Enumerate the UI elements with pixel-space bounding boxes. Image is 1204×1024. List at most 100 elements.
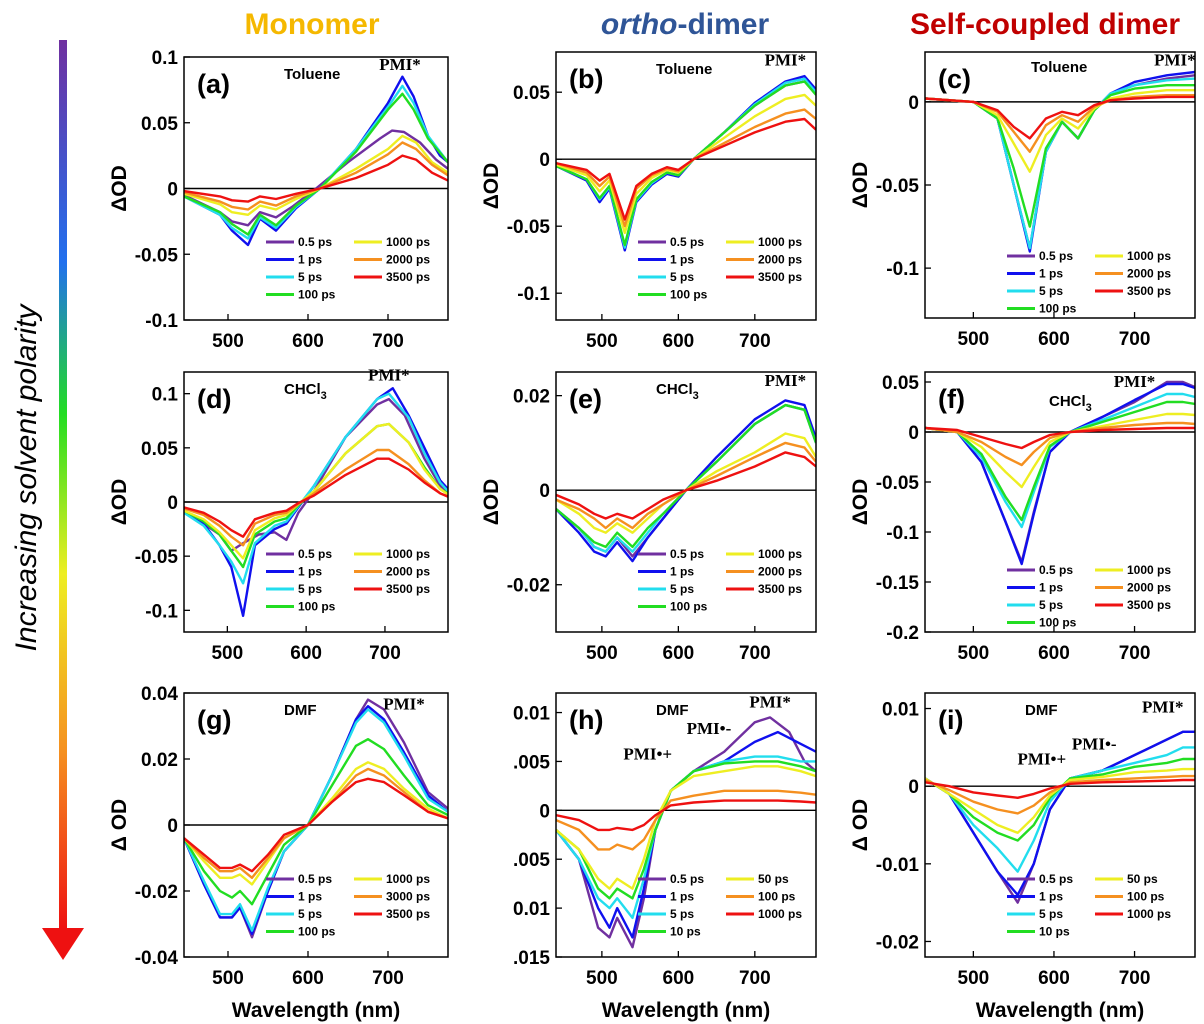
legend-label: 1 ps	[670, 890, 694, 904]
series-line-3500-ps	[925, 95, 1195, 140]
legend-entry: 1 ps	[638, 890, 694, 904]
y-tick-label: 0	[539, 150, 550, 171]
legend-entry: 1000 ps	[354, 547, 430, 561]
x-axis-label: Wavelength (nm)	[976, 999, 1144, 1022]
series-line-100-ps	[556, 80, 816, 247]
legend-entry: 0.5 ps	[1007, 249, 1073, 263]
y-tick-label: 0.05	[513, 83, 550, 104]
legend-entry: 10 ps	[1007, 925, 1070, 939]
legend-entry: 1000 ps	[726, 547, 802, 561]
x-tick-label: 500	[586, 968, 618, 989]
y-axis-label: ΔOD	[108, 479, 131, 526]
series-line-100-ps	[556, 403, 816, 549]
y-tick-label: -0.05	[135, 547, 179, 568]
legend-label: 100 ps	[298, 925, 336, 939]
solvent-label: CHCl3	[284, 381, 327, 402]
legend-label: 1000 ps	[386, 235, 430, 249]
annotation-label: PMI•+	[623, 744, 672, 763]
panel-label: (a)	[197, 69, 230, 99]
annotation-label: PMI*	[383, 695, 425, 714]
series-group	[556, 74, 816, 252]
series-line-100-ps	[184, 92, 448, 236]
panels-layer: -0.1 -0.05 0 0.05 0.1 500 600 700 ΔOD (a) Toluene P…	[108, 48, 1196, 1022]
solvent-label: Toluene	[284, 66, 340, 83]
legend-label: 3500 ps	[386, 907, 430, 921]
x-tick-label: 700	[1119, 968, 1151, 989]
y-tick-label: 0.05	[882, 373, 919, 394]
panel-f: -0.2 -0.15 -0.1 -0.05 0 0.05 500 600 700 ΔOD (f) CH…	[849, 371, 1196, 664]
legend-entry: 5 ps	[1007, 598, 1063, 612]
legend-label: 1000 ps	[1127, 907, 1171, 921]
legend-label: 100 ps	[1039, 302, 1077, 316]
legend-label: 3500 ps	[1127, 598, 1171, 612]
x-axis-label: Wavelength (nm)	[602, 999, 770, 1022]
legend-entry: 1 ps	[266, 890, 322, 904]
annotation-label: PMI•+	[1018, 749, 1067, 768]
series-line-2000-ps	[925, 421, 1195, 467]
panel-i: -0.02 -0.01 0 0.01 500 600 700 Δ OD Wavelength (…	[849, 692, 1196, 1022]
panel-label: (d)	[197, 384, 231, 414]
solvent-label: DMF	[284, 702, 317, 719]
y-tick-label: 0.01	[513, 899, 550, 920]
series-line-1-ps	[925, 70, 1195, 253]
legend-label: 5 ps	[298, 582, 322, 596]
solvent-label: CHCl3	[656, 381, 699, 402]
legend-label: 50 ps	[1127, 872, 1158, 886]
series-line-3500-ps	[184, 457, 448, 538]
series-line-1-ps	[925, 382, 1195, 566]
legend-label: 10 ps	[670, 925, 701, 939]
panel-label: (h)	[569, 705, 603, 735]
y-tick-label: 0.04	[141, 684, 178, 705]
x-tick-label: 600	[1038, 968, 1070, 989]
x-tick-label: 600	[292, 968, 324, 989]
panel-label: (e)	[569, 384, 602, 414]
legend-label: 1000 ps	[758, 907, 802, 921]
axes-frame	[924, 692, 1196, 958]
y-axis-label: ΔOD	[108, 165, 131, 212]
x-tick-label: 600	[663, 643, 695, 664]
legend-label: 0.5 ps	[1039, 249, 1073, 263]
legend-entry: 1 ps	[266, 565, 322, 579]
legend-entry: 1 ps	[1007, 581, 1063, 595]
series-line-10-ps	[925, 757, 1195, 842]
series-group	[556, 716, 816, 949]
solvent-label: Toluene	[1031, 59, 1087, 76]
legend-label: 100 ps	[298, 600, 336, 614]
x-tick-label: 500	[212, 968, 244, 989]
legend-entry: 1000 ps	[726, 907, 802, 921]
legend-label: 1 ps	[670, 565, 694, 579]
series-line-5-ps	[925, 392, 1195, 529]
x-tick-label: 600	[1038, 643, 1070, 664]
y-tick-label: -0.02	[876, 932, 919, 953]
series-line-3000-ps	[184, 767, 448, 879]
y-tick-label: .005	[513, 850, 550, 871]
x-tick-label: 700	[739, 968, 771, 989]
legend-label: 10 ps	[1039, 925, 1070, 939]
legend-label: 2000 ps	[1127, 581, 1171, 595]
legend-entry: 1000 ps	[1095, 907, 1171, 921]
panel-d: -0.1 -0.05 0 0.05 0.1 500 600 700 ΔOD (d) CHCl3 PMI…	[108, 366, 449, 664]
panel-a: -0.1 -0.05 0 0.05 0.1 500 600 700 ΔOD (a) Toluene P…	[108, 48, 449, 352]
series-line-3500-ps	[556, 451, 816, 520]
x-tick-label: 500	[212, 331, 244, 352]
x-tick-label: 600	[663, 968, 695, 989]
series-line-2000-ps	[556, 108, 816, 228]
x-tick-label: 500	[586, 331, 618, 352]
panel-e: -0.02 0 0.02 500 600 700 ΔOD (e) CHCl3 PMI* 0.5 ps…	[480, 371, 817, 664]
legend-entry: 1000 ps	[726, 235, 802, 249]
y-tick-label: .005	[513, 752, 550, 773]
x-tick-label: 700	[739, 331, 771, 352]
series-line-5-ps	[925, 77, 1195, 250]
panel-label: (g)	[197, 705, 231, 735]
legend-entry: 2000 ps	[354, 565, 430, 579]
series-line-100-ps	[925, 83, 1195, 228]
legend-entry: 1000 ps	[1095, 563, 1171, 577]
y-tick-label: -0.15	[876, 573, 920, 594]
legend-entry: 3500 ps	[726, 270, 802, 284]
series-line-3500-ps	[184, 154, 448, 203]
series-line-3500-ps	[925, 426, 1195, 450]
legend-label: 3500 ps	[386, 270, 430, 284]
y-axis-label: ΔOD	[480, 479, 503, 526]
legend-label: 2000 ps	[1127, 267, 1171, 281]
legend-label: 1 ps	[670, 253, 694, 267]
